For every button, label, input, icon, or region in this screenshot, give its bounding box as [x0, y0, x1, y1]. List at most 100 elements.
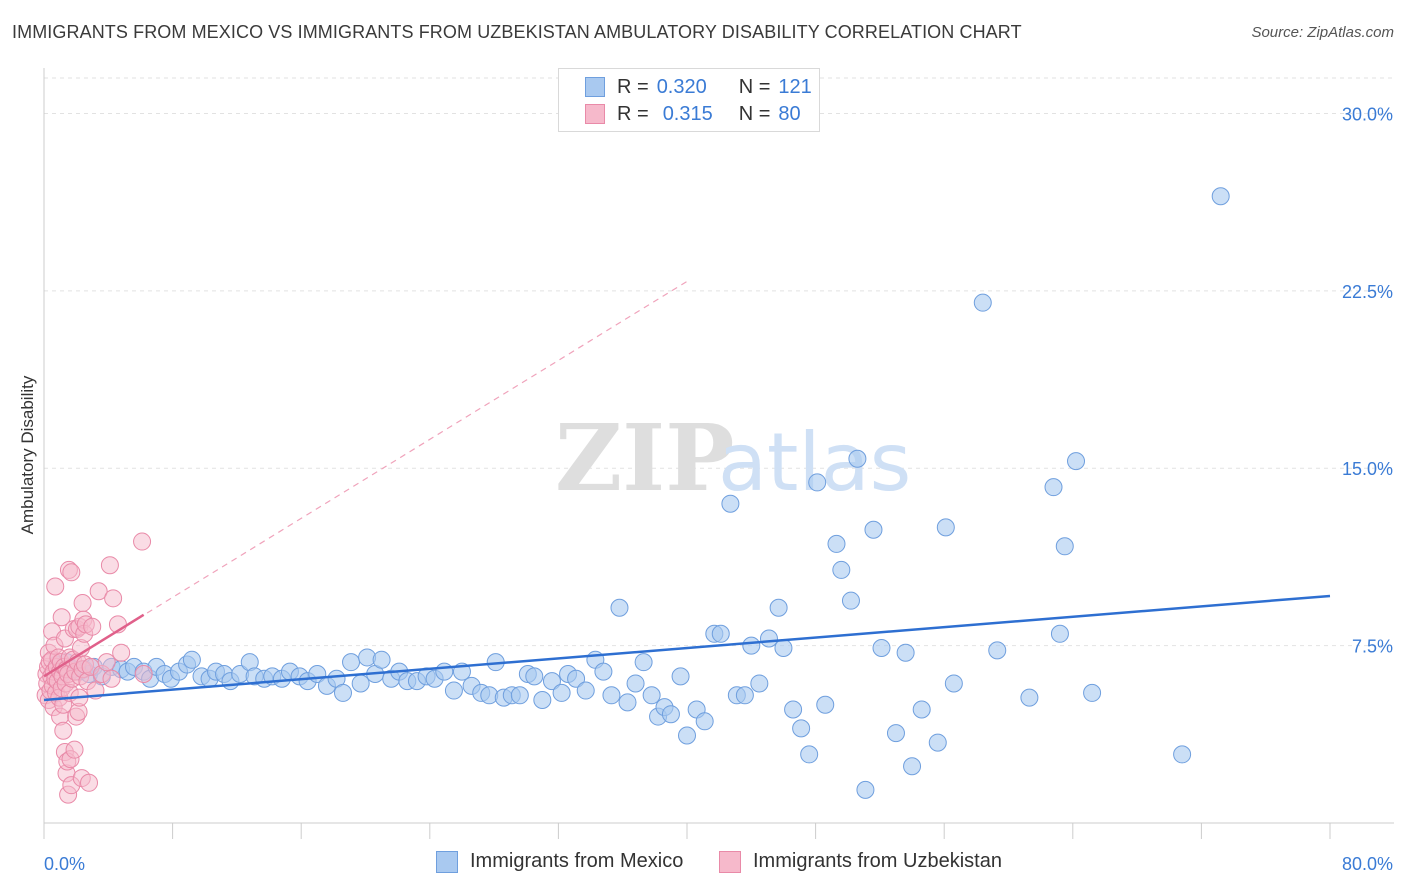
- mexico-point: [774, 638, 793, 657]
- trend-lines: [43, 594, 1331, 702]
- mexico-point: [856, 780, 875, 799]
- mexico-point: [444, 681, 463, 700]
- mexico-point: [182, 650, 201, 669]
- uzbekistan-point: [100, 556, 119, 575]
- mexico-point: [1020, 688, 1039, 707]
- mexico-point: [864, 520, 883, 539]
- legend-swatch-mexico: [585, 77, 605, 97]
- uzbekistan-point: [112, 643, 131, 662]
- mexico-point: [567, 669, 586, 688]
- legend-swatch-uzbekistan: [719, 850, 741, 873]
- mexico-point: [936, 518, 955, 537]
- legend-item-uzbekistan: Immigrants from Uzbekistan: [719, 850, 1002, 873]
- mexico-point: [886, 724, 905, 743]
- uzbekistan-point: [65, 740, 84, 759]
- source-credit: Source: ZipAtlas.com: [1251, 24, 1394, 41]
- uzbekistan-point: [46, 577, 65, 596]
- mexico-point: [351, 674, 370, 693]
- y-tick-label: 15.0%: [1342, 459, 1393, 479]
- mexico-point: [542, 672, 561, 691]
- uzbekistan-point: [104, 589, 123, 608]
- mexico-point: [1044, 478, 1063, 497]
- uzbekistan-point: [73, 594, 92, 613]
- y-axis-label: Ambulatory Disability: [18, 375, 37, 535]
- legend-n-label: N =: [738, 102, 771, 125]
- mexico-point: [695, 712, 714, 731]
- uzbekistan-point: [62, 563, 81, 582]
- watermark: ZIP atlas: [555, 404, 911, 512]
- mexico-point: [832, 560, 851, 579]
- mexico-point: [678, 726, 696, 745]
- mexico-point: [808, 473, 827, 492]
- legend-r-label: R =: [617, 102, 649, 125]
- mexico-point: [711, 624, 730, 643]
- legend-r-label: R =: [617, 75, 649, 98]
- mexico-point: [1173, 745, 1192, 764]
- legend-r-value-mexico: 0.320: [656, 75, 707, 98]
- mexico-point: [735, 686, 754, 705]
- watermark-atlas: atlas: [718, 416, 911, 509]
- uzbekistan-point: [52, 608, 71, 627]
- mexico-point: [928, 733, 947, 752]
- legend-r-value-uzbekistan: 0.315: [662, 102, 713, 125]
- uzbekistan-point: [134, 665, 153, 683]
- mexico-point: [634, 653, 653, 672]
- mexico-point: [784, 700, 803, 719]
- mexico-point: [594, 662, 613, 681]
- mexico-point: [576, 681, 595, 700]
- chart-title: IMMIGRANTS FROM MEXICO VS IMMIGRANTS FRO…: [12, 22, 1022, 42]
- legend-label-mexico: Immigrants from Mexico: [470, 850, 684, 872]
- uzbekistan-trend-line: [43, 613, 145, 678]
- mexico-point: [759, 629, 778, 648]
- uzbekistan-point: [102, 669, 121, 688]
- mexico-point: [944, 674, 963, 693]
- legend-swatch-uzbekistan: [585, 104, 605, 124]
- y-tick-label: 22.5%: [1342, 282, 1393, 302]
- mexico-point: [552, 683, 571, 702]
- uzbekistan-point: [83, 617, 102, 636]
- mexico-point: [626, 674, 645, 693]
- x-tick-label: 80.0%: [1342, 854, 1393, 874]
- mexico-point: [988, 641, 1007, 660]
- uzbekistan-point: [133, 532, 152, 551]
- mexico-point: [642, 686, 661, 705]
- mexico-point: [525, 667, 544, 686]
- mexico-point: [903, 757, 922, 776]
- mexico-point: [671, 667, 690, 686]
- mexico-point: [435, 662, 454, 681]
- mexico-point: [533, 691, 552, 710]
- uzbekistan-trend-extended: [43, 280, 688, 677]
- mexico-point: [841, 591, 860, 610]
- uzbekistan-points: [36, 532, 153, 804]
- legend-n-value-uzbekistan: 80: [778, 102, 801, 125]
- mexico-point: [848, 449, 867, 468]
- watermark-zip: ZIP: [555, 404, 734, 512]
- x-tick-label: 0.0%: [44, 854, 85, 874]
- mexico-point: [792, 719, 811, 738]
- uzbekistan-point: [97, 653, 116, 672]
- uzbekistan-trend-dashed: [43, 280, 688, 677]
- mexico-point: [661, 705, 680, 724]
- uzbekistan-point: [89, 582, 108, 601]
- mexico-point: [342, 653, 361, 672]
- mexico-point: [750, 674, 769, 693]
- mexico-point: [333, 683, 352, 702]
- correlation-legend: R = 0.320 N = 121 R = 0.315 N = 80: [558, 68, 820, 132]
- legend-row-uzbekistan: R = 0.315 N = 80: [585, 101, 801, 127]
- mexico-trend-line: [43, 594, 1331, 702]
- mexico-point: [1211, 187, 1230, 206]
- mexico-point: [816, 695, 835, 714]
- mexico-point: [372, 650, 391, 669]
- legend-label-uzbekistan: Immigrants from Uzbekistan: [753, 850, 1002, 872]
- mexico-point: [872, 638, 891, 657]
- mexico-point: [618, 693, 637, 712]
- legend-row-mexico: R = 0.320 N = 121: [585, 74, 812, 100]
- legend-item-mexico: Immigrants from Mexico: [436, 850, 683, 873]
- mexico-point: [510, 686, 529, 705]
- mexico-point: [1055, 537, 1074, 556]
- mexico-point: [769, 598, 788, 617]
- legend-swatch-mexico: [436, 850, 458, 873]
- mexico-point: [827, 534, 846, 553]
- y-tick-label: 7.5%: [1352, 637, 1393, 657]
- mexico-point: [1050, 624, 1069, 643]
